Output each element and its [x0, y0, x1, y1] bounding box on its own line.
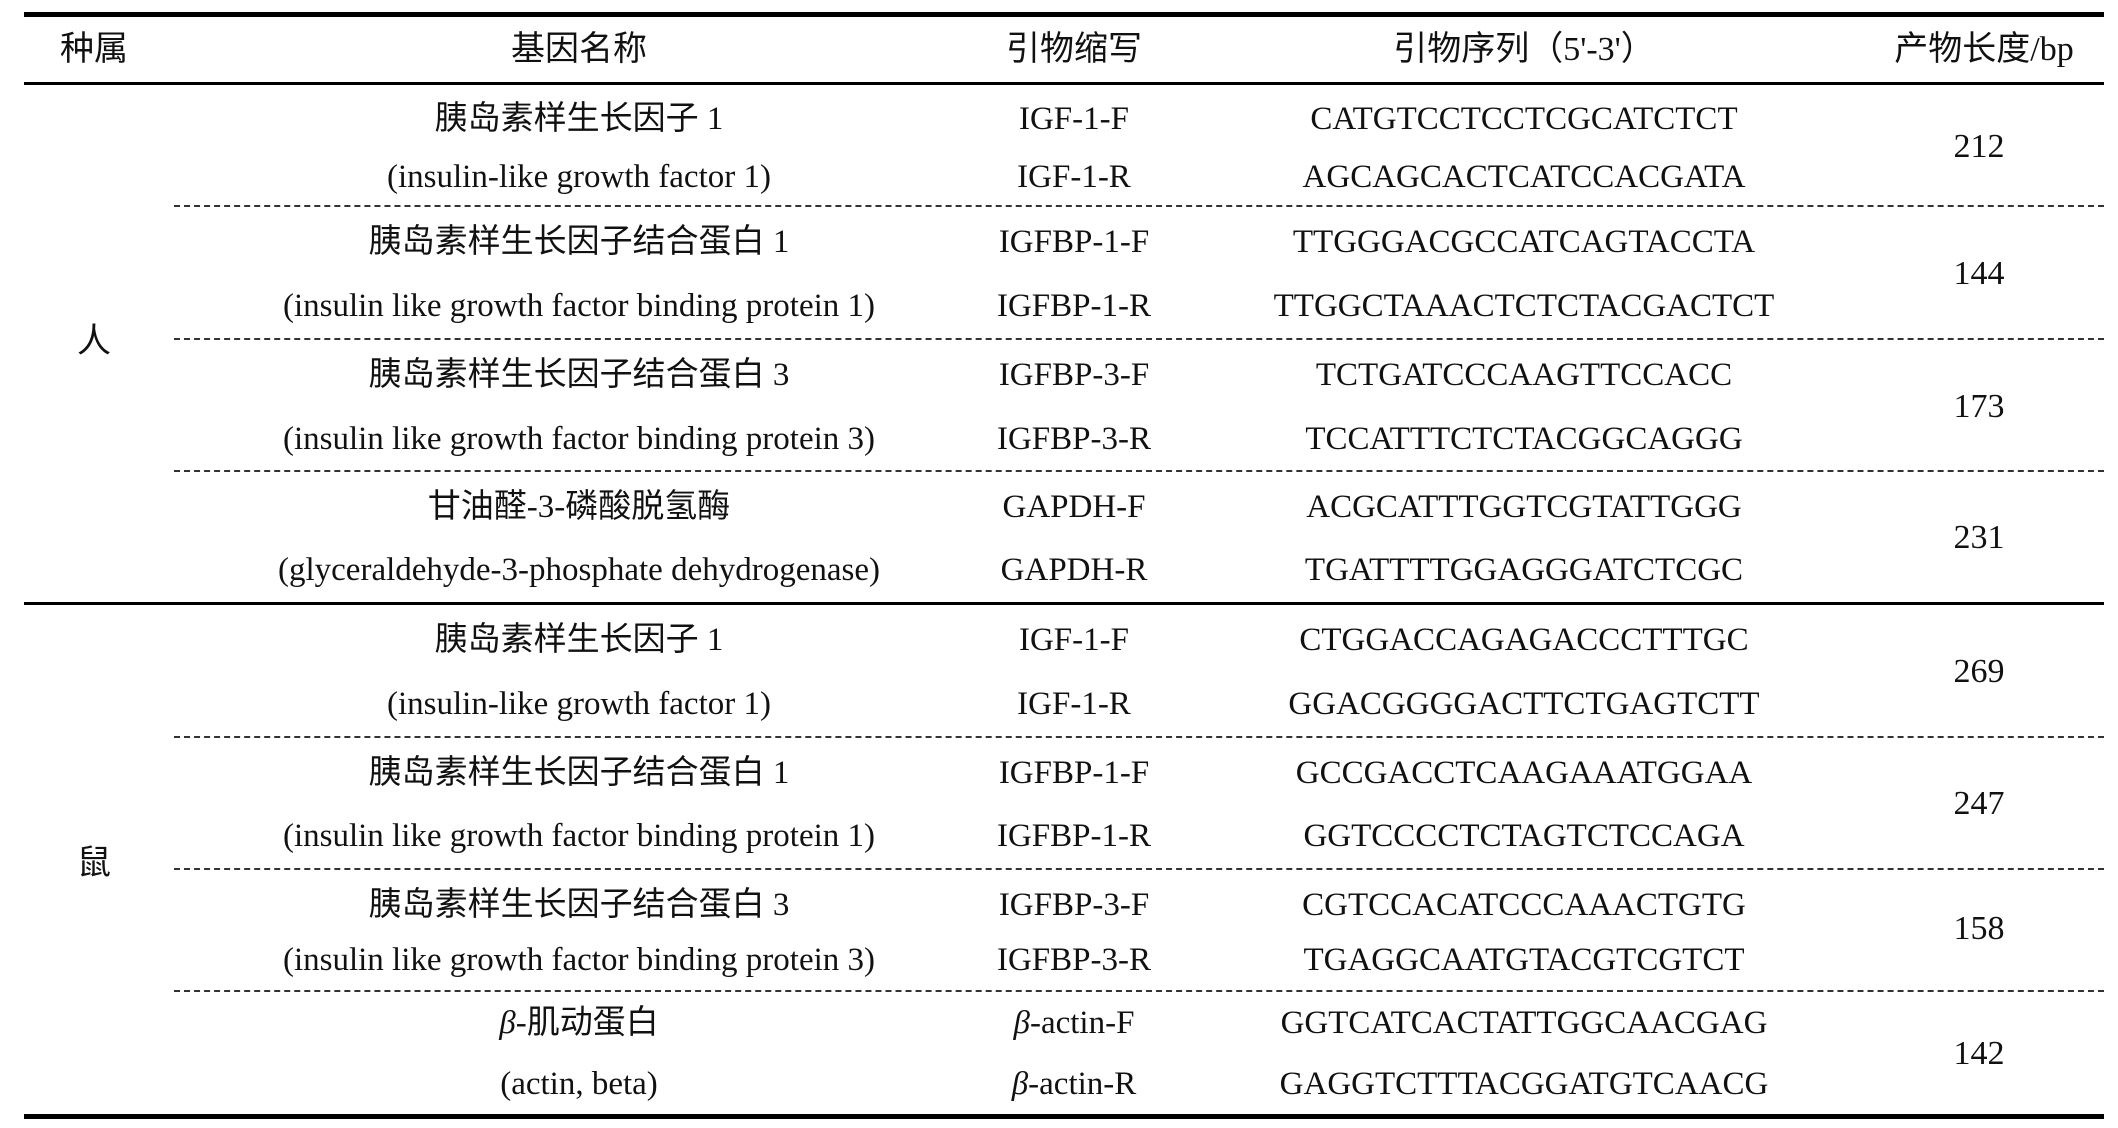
primer-seq: AGCAGCACTCATCCACGATA	[1302, 159, 1746, 195]
beta-symbol: β	[1013, 1005, 1030, 1041]
gene-separator	[174, 470, 2104, 472]
primer-seq: TTGGGACGCCATCAGTACCTA	[1292, 224, 1756, 260]
gene-separator	[174, 990, 2104, 992]
primer-seq: GGTCCCCTCTAGTCTCCAGA	[1303, 818, 1745, 854]
product-length: 158	[1953, 910, 2005, 947]
gene-name-en: (glyceraldehyde-3-phosphate dehydrogenas…	[278, 552, 880, 588]
primer-abbr: IGFBP-3-R	[996, 421, 1152, 457]
product-length: 173	[1953, 388, 2005, 425]
primer-abbr: IGFBP-1-F	[998, 755, 1150, 791]
gene-name-cn: 胰岛素样生长因子 1	[434, 622, 724, 658]
primer-abbr: β-actin-F	[954, 993, 1194, 1053]
primer-abbr: GAPDH-R	[1000, 552, 1148, 588]
primer-abbr: IGF-1-R	[1017, 686, 1131, 722]
primer-seq: GAGGTCTTTACGGATGTCAACG	[1279, 1066, 1769, 1102]
gene-name-cn: 胰岛素样生长因子结合蛋白 1	[368, 755, 790, 791]
product-length: 269	[1953, 653, 2005, 690]
species-separator-rule	[24, 602, 2104, 605]
product-length: 144	[1953, 255, 2005, 292]
gene-name-cn: 胰岛素样生长因子结合蛋白 1	[368, 224, 790, 260]
gene-name-cn: β-肌动蛋白	[194, 993, 964, 1053]
gene-name-en: (insulin-like growth factor 1)	[387, 159, 771, 195]
species-label: 人	[77, 323, 111, 360]
primer-seq: TCTGATCCCAAGTTCCACC	[1315, 357, 1733, 393]
primer-abbr: β-actin-R	[954, 1054, 1194, 1114]
primer-abbr: IGF-1-F	[1018, 101, 1129, 137]
product-length: 231	[1953, 519, 2005, 556]
primer-seq: CTGGACCAGAGACCCTTTGC	[1299, 622, 1749, 658]
primer-seq: CGTCCACATCCCAAACTGTG	[1302, 887, 1746, 923]
product-length: 247	[1953, 785, 2005, 822]
primer-abbr: IGF-1-F	[1018, 622, 1129, 658]
primer-abbr: IGFBP-1-R	[996, 818, 1152, 854]
gene-name-en: (insulin like growth factor binding prot…	[282, 942, 876, 978]
gene-separator	[174, 338, 2104, 340]
primer-seq: TGATTTTGGAGGGATCTCGC	[1304, 552, 1744, 588]
primer-seq: CATGTCCTCCTCGCATCTCT	[1310, 101, 1738, 137]
primer-abbr: IGFBP-3-R	[996, 942, 1152, 978]
primer-abbr-text: -actin-F	[1029, 1005, 1135, 1041]
header-gene-name: 基因名称	[511, 31, 647, 68]
bottom-rule	[24, 1114, 2104, 1119]
top-rule	[24, 12, 2104, 17]
gene-separator	[174, 736, 2104, 738]
header-primer-seq: 引物序列（5'-3'）	[1393, 31, 1655, 68]
gene-name-en: (insulin like growth factor binding prot…	[282, 288, 876, 324]
beta-symbol: β	[1011, 1066, 1029, 1102]
header-primer-abbr: 引物缩写	[1006, 31, 1142, 68]
primer-abbr: GAPDH-F	[1002, 489, 1146, 525]
primer-abbr: IGFBP-1-F	[998, 224, 1150, 260]
gene-name-cn: 胰岛素样生长因子结合蛋白 3	[368, 887, 790, 923]
header-species: 种属	[60, 31, 128, 68]
primer-abbr: IGFBP-1-R	[996, 288, 1152, 324]
primer-seq: GCCGACCTCAAGAAATGGAA	[1295, 755, 1753, 791]
header-product-length: 产物长度/bp	[1894, 31, 2074, 68]
primer-abbr-text: -actin-R	[1028, 1066, 1137, 1102]
gene-name-en: (actin, beta)	[500, 1066, 658, 1102]
primer-abbr: IGFBP-3-F	[998, 887, 1150, 923]
species-label: 鼠	[77, 845, 111, 882]
gene-name-cn-text: -肌动蛋白	[515, 1005, 659, 1041]
gene-name-cn: 甘油醛-3-磷酸脱氢酶	[427, 489, 731, 525]
primer-abbr: IGFBP-3-F	[998, 357, 1150, 393]
primer-abbr: IGF-1-R	[1017, 159, 1131, 195]
product-length: 142	[1953, 1035, 2005, 1072]
primer-table: 种属 基因名称 引物缩写 引物序列（5'-3'） 产物长度/bp 人 鼠 胰岛素…	[24, 0, 2104, 1128]
gene-separator	[174, 868, 2104, 870]
gene-name-en: (insulin like growth factor binding prot…	[282, 421, 876, 457]
gene-name-cn: 胰岛素样生长因子结合蛋白 3	[368, 357, 790, 393]
primer-seq: TTGGCTAAACTCTCTACGACTCT	[1273, 288, 1775, 324]
primer-seq: TCCATTTCTCTACGGCAGGG	[1305, 421, 1743, 457]
primer-seq: GGACGGGGACTTCTGAGTCTT	[1288, 686, 1760, 722]
product-length: 212	[1953, 128, 2005, 165]
gene-name-cn: 胰岛素样生长因子 1	[434, 101, 724, 137]
header-rule	[24, 82, 2104, 85]
gene-name-en: (insulin-like growth factor 1)	[387, 686, 771, 722]
beta-symbol: β	[499, 1005, 516, 1041]
gene-name-en: (insulin like growth factor binding prot…	[282, 818, 876, 854]
primer-seq: TGAGGCAATGTACGTCGTCT	[1303, 942, 1745, 978]
primer-seq: ACGCATTTGGTCGTATTGGG	[1306, 489, 1742, 525]
gene-separator	[174, 205, 2104, 207]
primer-seq: GGTCATCACTATTGGCAACGAG	[1280, 1005, 1768, 1041]
